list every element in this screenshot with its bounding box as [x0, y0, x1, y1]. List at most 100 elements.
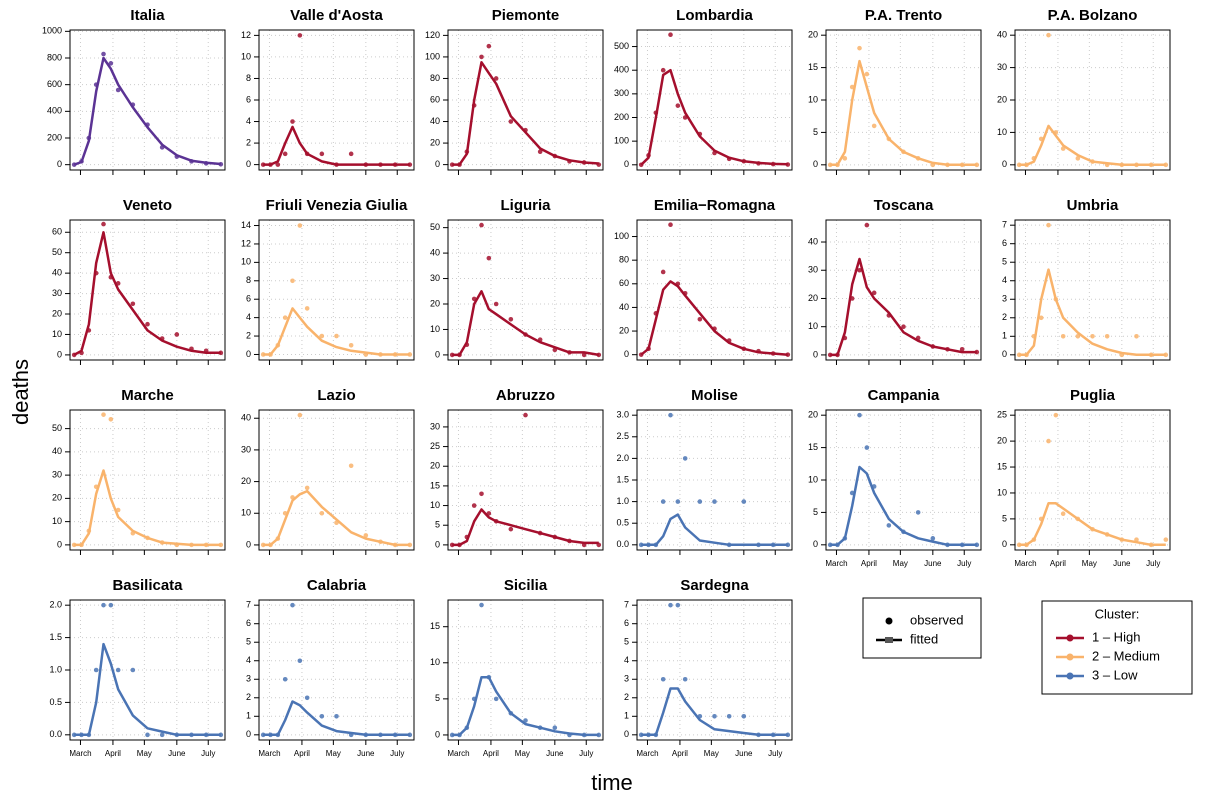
plot-frame	[69, 29, 226, 171]
observed-point	[930, 162, 936, 168]
observed-point	[407, 352, 413, 357]
y-tick-label: 10	[430, 657, 440, 667]
observed-point	[348, 732, 354, 738]
observed-point	[959, 162, 965, 168]
observed-point	[260, 352, 266, 357]
observed-point	[275, 162, 281, 167]
observed-point	[457, 162, 462, 167]
panel: Sicilia 0 5 10 15 March April May June July	[430, 577, 604, 758]
plot-frame	[825, 219, 982, 361]
observed-point	[1134, 162, 1139, 168]
observed-point	[646, 732, 651, 738]
y-tick-label: 0	[57, 159, 62, 169]
x-tick-label: March	[825, 559, 847, 568]
observed-point	[915, 156, 921, 161]
x-tick-label: March	[447, 749, 469, 758]
observed-point	[508, 526, 514, 532]
x-tick-label: July	[390, 749, 404, 758]
marks-legend: observed fitted	[862, 597, 982, 659]
observed-point	[1090, 159, 1095, 164]
observed-point	[218, 161, 224, 167]
legend-title: Cluster:	[1095, 606, 1140, 621]
observed-point	[449, 352, 455, 358]
observed-point	[646, 153, 651, 158]
observed-point	[486, 674, 492, 680]
observed-point	[1060, 333, 1066, 339]
y-tick-label: 3	[246, 674, 251, 684]
observed-point	[348, 151, 354, 157]
observed-point	[392, 542, 398, 548]
observed-point	[1060, 511, 1066, 517]
y-tick-label: 40	[619, 302, 629, 312]
y-tick-label: 0	[1002, 349, 1007, 359]
observed-point	[130, 530, 136, 536]
observed-point	[552, 347, 558, 353]
y-axis-label: deaths	[8, 359, 33, 425]
observed-point	[392, 732, 398, 738]
observed-point	[1119, 162, 1125, 168]
y-tick-label: 0	[1002, 539, 1007, 549]
legend-label: 2 – Medium	[1092, 648, 1160, 663]
fitted-line	[830, 59, 977, 167]
observed-point	[457, 542, 462, 548]
y-tick-label: 200	[47, 132, 62, 142]
observed-point	[974, 542, 980, 548]
y-tick-label: 0	[435, 729, 440, 739]
observed-point	[464, 149, 470, 154]
observed-point	[581, 542, 587, 548]
observed-point	[770, 732, 776, 738]
y-tick-label: 5	[1002, 513, 1007, 523]
observed-point	[537, 530, 543, 536]
observed-point	[638, 542, 644, 548]
x-tick-label: May	[704, 749, 719, 758]
observed-point	[108, 61, 114, 66]
observed-point	[638, 162, 644, 168]
y-tick-label: 2.0	[616, 453, 629, 463]
observed-point	[319, 713, 325, 719]
observed-point	[449, 162, 455, 167]
x-tick-label: May	[326, 749, 341, 758]
observed-point	[741, 158, 747, 164]
panel: Liguria 0 10 20 30 40 50	[430, 197, 604, 365]
observed-point	[348, 463, 354, 469]
observed-point	[1053, 412, 1059, 418]
panel: Umbria 0 1 2 3 4 5 6 7	[1002, 197, 1171, 365]
panel-title: P.A. Trento	[865, 7, 942, 24]
y-tick-label: 500	[614, 41, 629, 51]
observed-point	[282, 676, 288, 682]
y-tick-label: 30	[997, 62, 1007, 72]
plot-frame	[258, 29, 415, 171]
x-tick-label: July	[579, 749, 593, 758]
y-tick-label: 30	[808, 265, 818, 275]
observed-point	[827, 162, 833, 168]
fitted-line	[263, 307, 410, 356]
plot-frame	[258, 219, 415, 361]
fitted-line	[263, 700, 410, 737]
observed-point	[741, 499, 747, 504]
legend-label: fitted	[910, 631, 938, 646]
observed-point	[638, 732, 644, 738]
observed-point	[567, 350, 572, 355]
observed-point	[741, 346, 747, 352]
observed-point	[523, 127, 528, 133]
plot-frame	[1014, 219, 1171, 361]
observed-point	[378, 732, 383, 738]
x-tick-label: April	[483, 749, 499, 758]
y-tick-label: 20	[619, 325, 629, 335]
observed-point	[407, 162, 413, 167]
observed-point	[864, 445, 870, 450]
observed-point	[660, 499, 666, 504]
observed-point	[486, 511, 492, 516]
observed-point	[471, 503, 477, 508]
y-tick-label: 40	[52, 446, 62, 456]
observed-point	[675, 602, 681, 608]
observed-point	[756, 348, 761, 354]
observed-point	[523, 332, 528, 337]
observed-point	[1038, 516, 1044, 522]
observed-point	[115, 281, 121, 286]
panel-title: Calabria	[307, 577, 367, 594]
observed-point	[145, 321, 150, 327]
observed-point	[268, 732, 273, 738]
observed-point	[537, 149, 543, 154]
observed-point	[407, 542, 413, 548]
